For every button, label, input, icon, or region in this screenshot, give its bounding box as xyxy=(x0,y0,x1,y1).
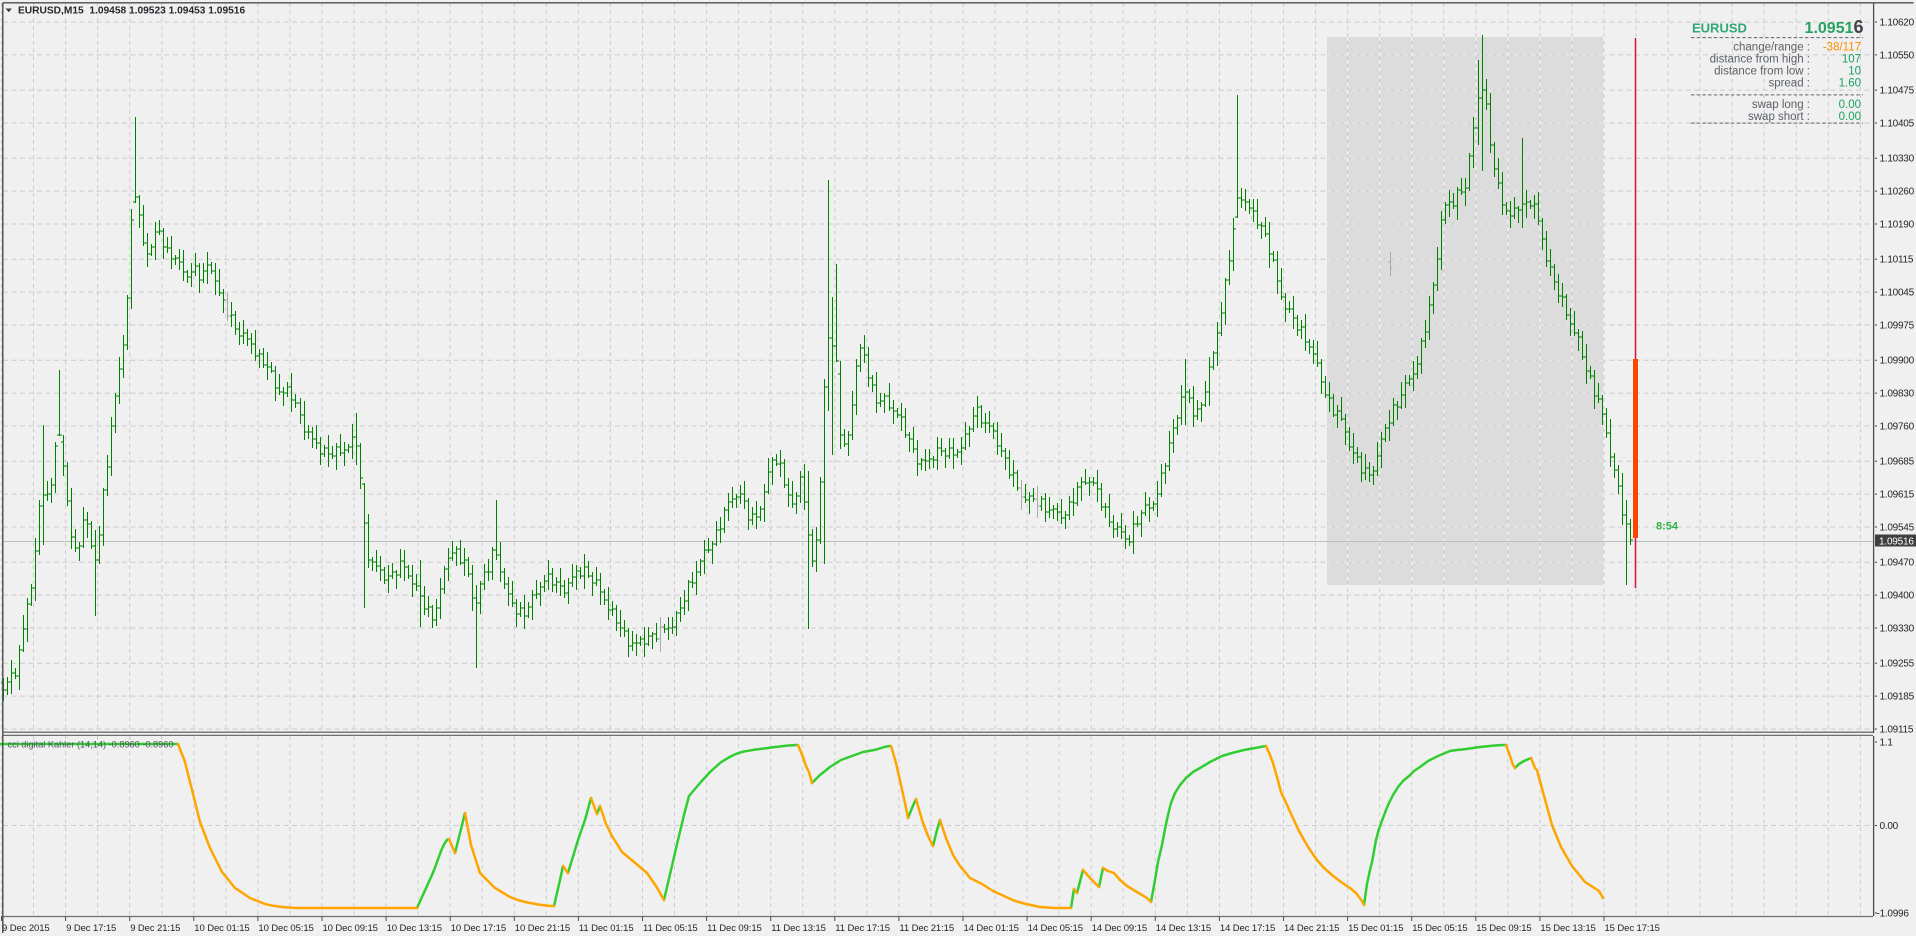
svg-text:1.10190: 1.10190 xyxy=(1880,220,1915,231)
svg-text:10 Dec 01:15: 10 Dec 01:15 xyxy=(194,923,249,934)
svg-text:9 Dec 2015: 9 Dec 2015 xyxy=(2,923,50,934)
svg-text:1.10620: 1.10620 xyxy=(1880,18,1915,29)
svg-text:change/range :: change/range : xyxy=(1733,41,1810,53)
svg-text:1.10475: 1.10475 xyxy=(1880,86,1915,97)
svg-text:9 Dec 21:15: 9 Dec 21:15 xyxy=(130,923,180,934)
svg-text:EURUSD,M15 1.09458 1.09523 1.: EURUSD,M15 1.09458 1.09523 1.09453 1.095… xyxy=(18,6,245,17)
svg-text:14 Dec 05:15: 14 Dec 05:15 xyxy=(1028,923,1083,934)
svg-text:10 Dec 05:15: 10 Dec 05:15 xyxy=(258,923,313,934)
svg-text:1.09470: 1.09470 xyxy=(1880,558,1915,569)
svg-text:15 Dec 13:15: 15 Dec 13:15 xyxy=(1540,923,1595,934)
svg-text:1.09330: 1.09330 xyxy=(1880,624,1915,635)
svg-text:15 Dec 01:15: 15 Dec 01:15 xyxy=(1348,923,1403,934)
svg-text:14 Dec 01:15: 14 Dec 01:15 xyxy=(964,923,1019,934)
svg-text:15 Dec 05:15: 15 Dec 05:15 xyxy=(1412,923,1467,934)
svg-text:1.09830: 1.09830 xyxy=(1880,389,1915,400)
svg-text:1.09900: 1.09900 xyxy=(1880,356,1915,367)
svg-text:11 Dec 17:15: 11 Dec 17:15 xyxy=(835,923,890,934)
svg-text:1.09685: 1.09685 xyxy=(1880,457,1915,468)
svg-text:14 Dec 21:15: 14 Dec 21:15 xyxy=(1284,923,1339,934)
svg-text:-1.0996: -1.0996 xyxy=(1877,909,1910,920)
svg-text:0.00: 0.00 xyxy=(1839,99,1861,111)
svg-text:1.10045: 1.10045 xyxy=(1880,288,1915,299)
svg-text:EURUSD: EURUSD xyxy=(1692,21,1747,36)
svg-text:1.09400: 1.09400 xyxy=(1880,591,1915,602)
svg-text:11 Dec 01:15: 11 Dec 01:15 xyxy=(579,923,634,934)
svg-text:14 Dec 09:15: 14 Dec 09:15 xyxy=(1092,923,1147,934)
svg-text:15 Dec 17:15: 15 Dec 17:15 xyxy=(1605,923,1660,934)
svg-text:1.10330: 1.10330 xyxy=(1880,154,1915,165)
svg-text:107: 107 xyxy=(1842,53,1861,65)
svg-text:0.00: 0.00 xyxy=(1880,821,1899,832)
svg-text:1.09516: 1.09516 xyxy=(1879,536,1914,547)
svg-text:10: 10 xyxy=(1848,66,1861,78)
svg-text:swap long :: swap long : xyxy=(1752,99,1810,111)
svg-text:1.09255: 1.09255 xyxy=(1880,659,1915,670)
svg-text:distance from high :: distance from high : xyxy=(1710,53,1810,65)
svg-text:1.1: 1.1 xyxy=(1880,738,1894,749)
svg-text:11 Dec 05:15: 11 Dec 05:15 xyxy=(643,923,698,934)
svg-text:10 Dec 17:15: 10 Dec 17:15 xyxy=(451,923,506,934)
svg-text:1.09516: 1.09516 xyxy=(1805,17,1864,37)
svg-text:1.09615: 1.09615 xyxy=(1880,490,1915,501)
svg-text:1.10405: 1.10405 xyxy=(1880,119,1915,130)
svg-text:cci digital Kahler (14,14) -0.: cci digital Kahler (14,14) -0.8960 -0.89… xyxy=(8,740,174,750)
svg-text:1.10550: 1.10550 xyxy=(1880,50,1915,61)
svg-text:distance from low :: distance from low : xyxy=(1714,66,1810,78)
svg-text:11 Dec 09:15: 11 Dec 09:15 xyxy=(707,923,762,934)
svg-text:1.09975: 1.09975 xyxy=(1880,321,1915,332)
svg-text:0.00: 0.00 xyxy=(1839,111,1861,123)
svg-text:8:54: 8:54 xyxy=(1656,521,1679,533)
svg-text:15 Dec 09:15: 15 Dec 09:15 xyxy=(1476,923,1531,934)
svg-text:1.60: 1.60 xyxy=(1839,78,1861,90)
svg-text:10 Dec 09:15: 10 Dec 09:15 xyxy=(323,923,378,934)
svg-text:10 Dec 13:15: 10 Dec 13:15 xyxy=(387,923,442,934)
svg-text:9 Dec 17:15: 9 Dec 17:15 xyxy=(66,923,116,934)
svg-text:1.09185: 1.09185 xyxy=(1880,692,1915,703)
svg-text:1.10260: 1.10260 xyxy=(1880,187,1915,198)
svg-text:14 Dec 17:15: 14 Dec 17:15 xyxy=(1220,923,1275,934)
svg-text:10 Dec 21:15: 10 Dec 21:15 xyxy=(515,923,570,934)
svg-text:11 Dec 21:15: 11 Dec 21:15 xyxy=(899,923,954,934)
svg-text:1.09115: 1.09115 xyxy=(1880,725,1914,736)
svg-text:spread :: spread : xyxy=(1768,78,1810,90)
svg-text:1.10115: 1.10115 xyxy=(1880,255,1914,266)
svg-text:14 Dec 13:15: 14 Dec 13:15 xyxy=(1156,923,1211,934)
svg-text:-38/117: -38/117 xyxy=(1823,41,1861,53)
svg-text:11 Dec 13:15: 11 Dec 13:15 xyxy=(771,923,826,934)
svg-text:1.09760: 1.09760 xyxy=(1880,422,1915,433)
svg-text:1.09545: 1.09545 xyxy=(1880,523,1915,534)
svg-text:swap short :: swap short : xyxy=(1748,111,1810,123)
